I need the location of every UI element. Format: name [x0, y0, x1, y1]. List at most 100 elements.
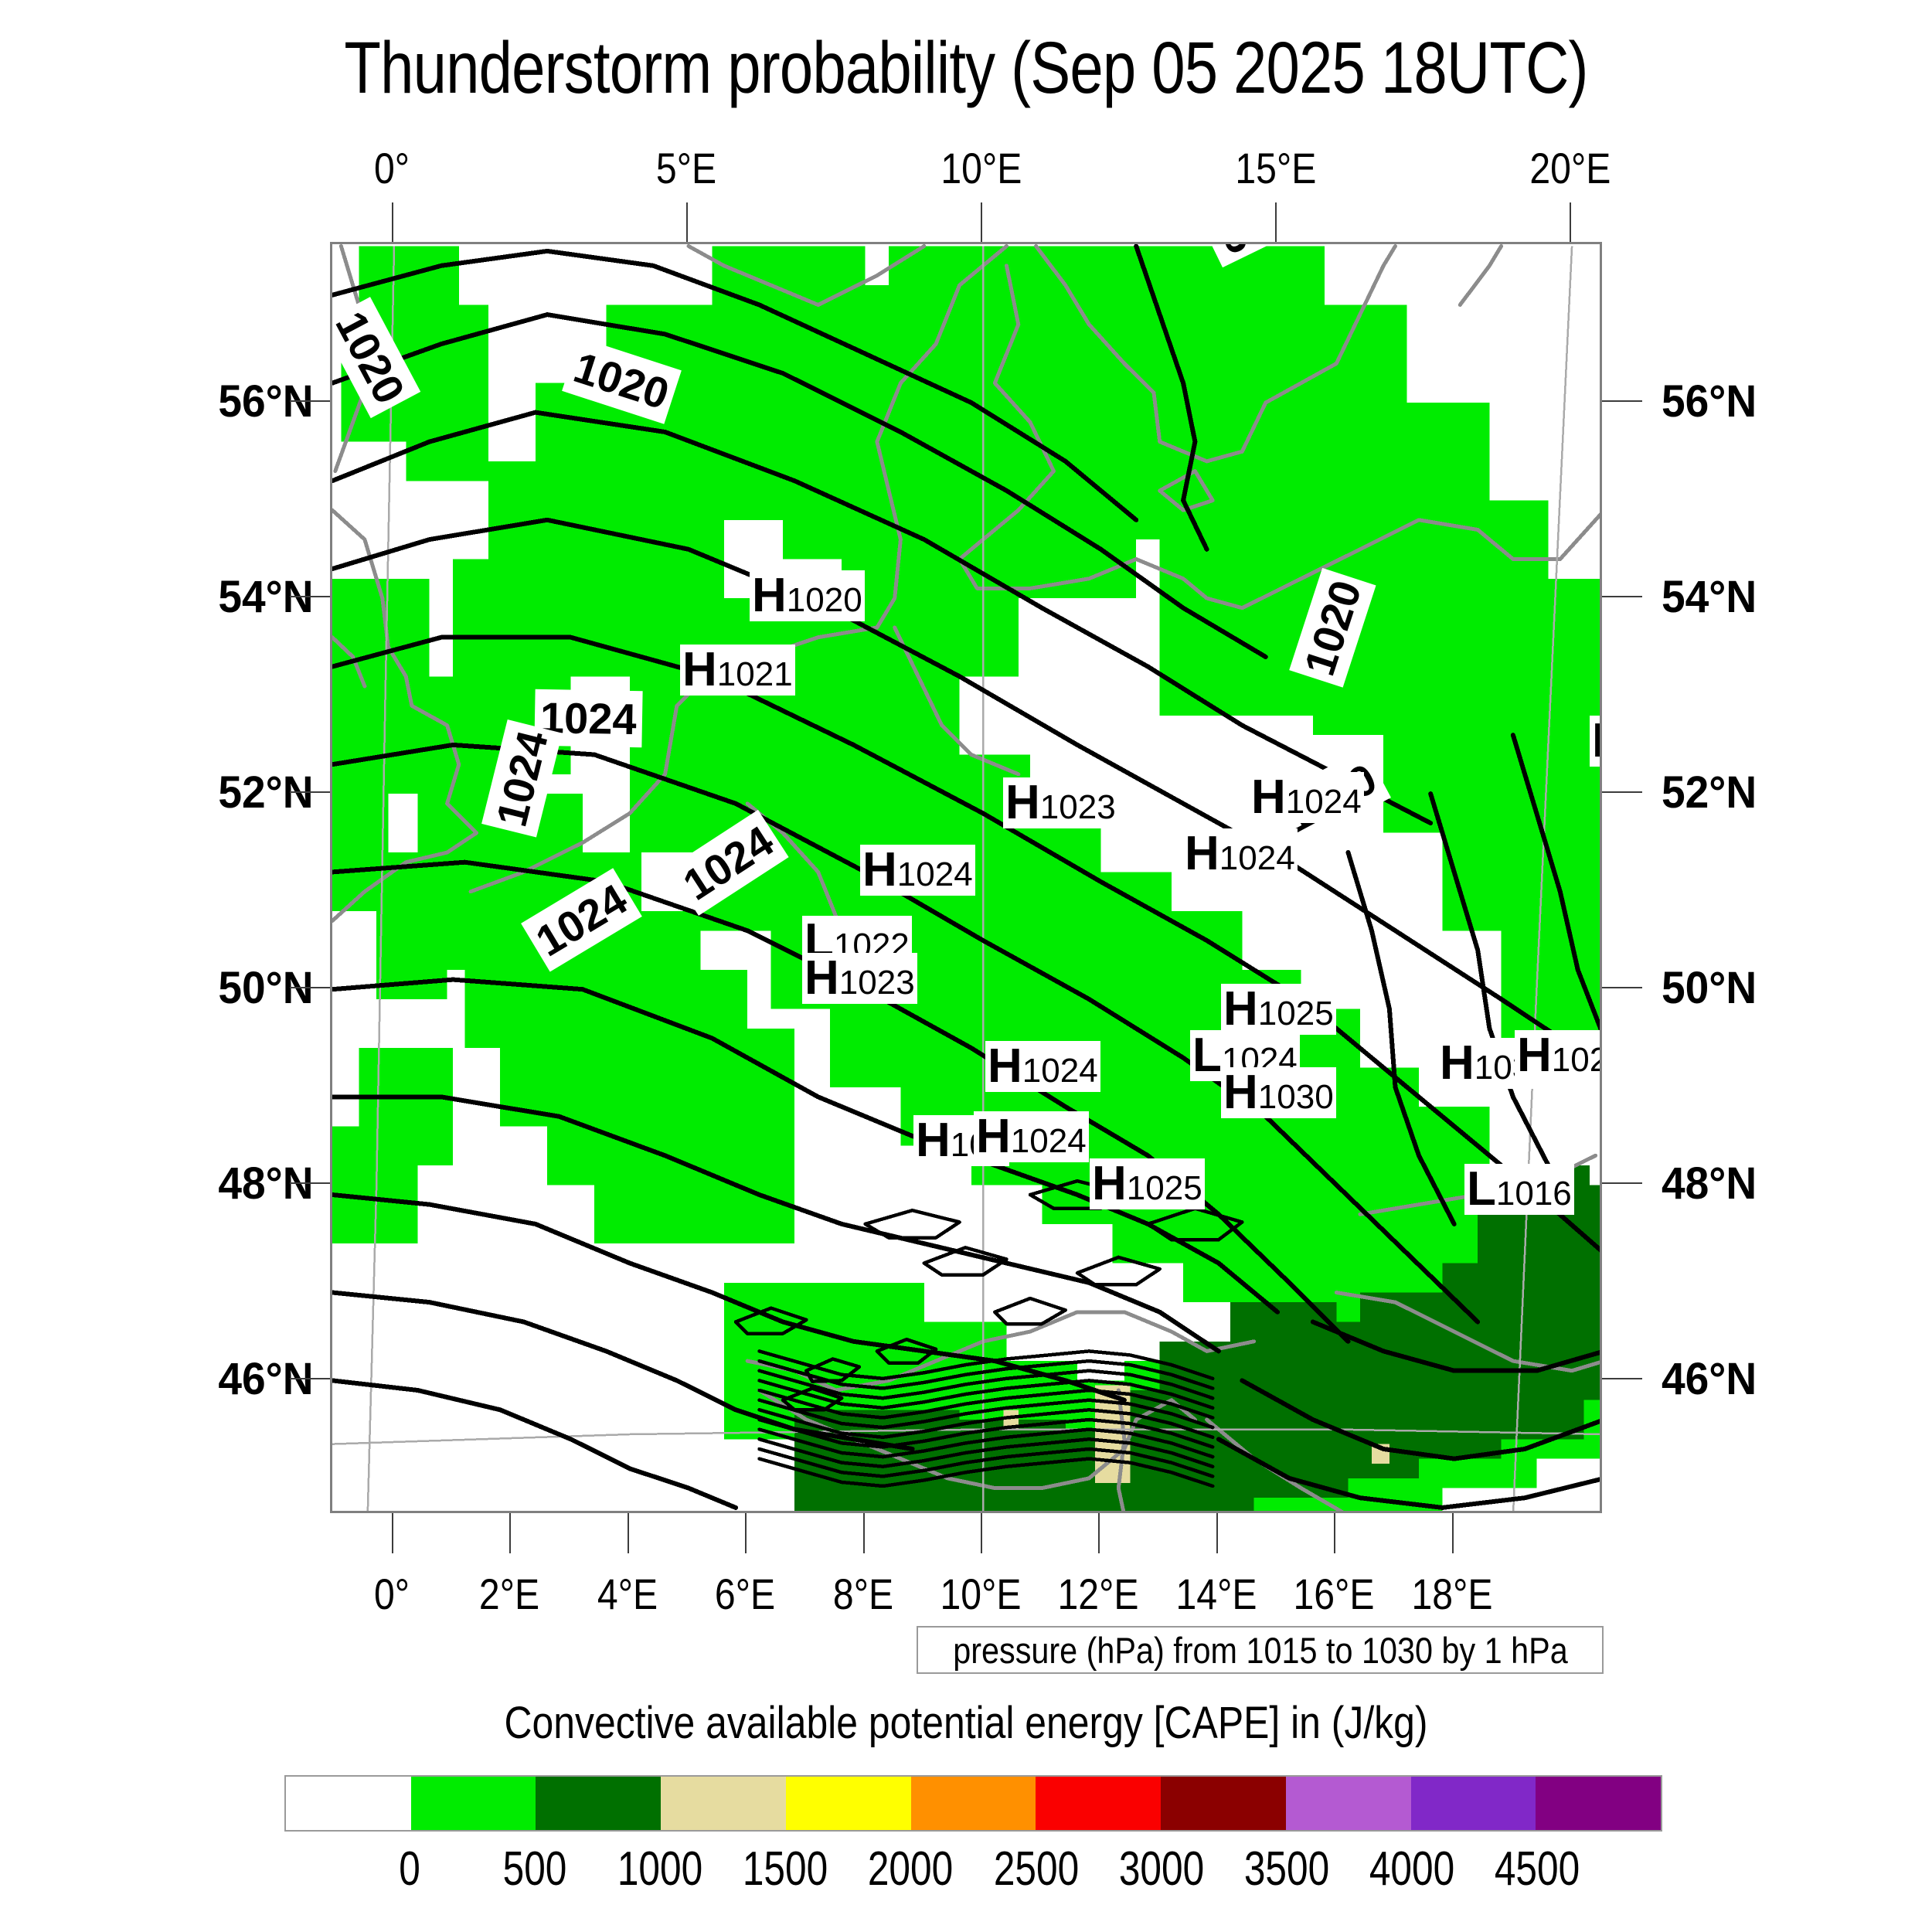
top-tick-2 — [981, 202, 983, 243]
pressure-center-h-12: H1024 — [985, 1041, 1100, 1092]
grat-path-2 — [1512, 246, 1573, 1511]
pressure-center-h-10: H1023 — [802, 953, 917, 1004]
isobThin-path-0 — [757, 1349, 1215, 1381]
pressure-center-h-18: H1024 — [974, 1111, 1089, 1162]
colorbar-swatch-3 — [661, 1777, 786, 1830]
top-tick-1 — [686, 202, 689, 243]
right-lat-label-3: 50°N — [1662, 963, 1757, 1014]
coast-path-5 — [686, 244, 927, 307]
bottom-lon-label-8: 16°E — [1293, 1570, 1375, 1618]
pressure-legend-box: pressure (hPa) from 1015 to 1030 by 1 hP… — [917, 1626, 1604, 1674]
colorbar-swatch-1 — [410, 1777, 536, 1830]
coast-path-15 — [1334, 1291, 1600, 1373]
colorbar-swatch-0 — [286, 1777, 411, 1830]
colorbar-tick-2000: 2000 — [868, 1842, 954, 1896]
isobThin-path-12 — [804, 1357, 862, 1383]
left-tick-1 — [290, 596, 330, 598]
isobThin-path-9 — [757, 1437, 1215, 1468]
top-lon-label-1: 5°E — [655, 144, 717, 192]
bottom-tick-9 — [1451, 1513, 1454, 1553]
coast-path-10 — [1116, 1388, 1127, 1511]
isob-path-9 — [332, 1094, 1221, 1354]
isob-path-1 — [332, 248, 1139, 522]
left-tick-0 — [290, 400, 330, 402]
right-lat-label-4: 48°N — [1662, 1158, 1757, 1209]
isob-path-16 — [1240, 1378, 1600, 1461]
top-lon-label-0: 0° — [373, 144, 410, 192]
top-lon-label-4: 20°E — [1529, 144, 1611, 192]
bottom-lon-label-5: 10°E — [940, 1570, 1022, 1618]
bottom-lon-label-3: 6°E — [715, 1570, 776, 1618]
isobThin-path-2 — [757, 1369, 1215, 1400]
colorbar-tick-3500: 3500 — [1243, 1842, 1329, 1896]
cape-heatmap — [332, 244, 1600, 1511]
coast-path-12 — [893, 625, 1021, 777]
coast-path-8 — [745, 1310, 1257, 1393]
isobThin-path-8 — [757, 1427, 1215, 1459]
pressure-legend-text: pressure (hPa) from 1015 to 1030 by 1 hP… — [952, 1629, 1568, 1671]
bottom-tick-1 — [509, 1513, 512, 1553]
isobThin-path-11 — [757, 1457, 1215, 1488]
bottom-tick-5 — [981, 1513, 983, 1553]
bottom-lon-label-6: 12°E — [1057, 1570, 1139, 1618]
colorbar-tick-1500: 1500 — [743, 1842, 828, 1896]
isobThin-path-20 — [1146, 1206, 1244, 1242]
right-lat-label-2: 52°N — [1662, 767, 1757, 818]
right-lat-label-5: 46°N — [1662, 1354, 1757, 1405]
colorbar-swatch-7 — [1161, 1777, 1286, 1830]
isobThin-path-5 — [757, 1398, 1215, 1430]
pressure-center-h-2: H1023 — [1003, 777, 1118, 828]
isob-path-11 — [332, 1290, 915, 1451]
coast-path-2 — [468, 244, 1009, 894]
isobThin-path-6 — [757, 1408, 1215, 1440]
page-title: Thunderstorm probability (Sep 05 2025 18… — [344, 27, 1588, 109]
colorbar-tick-2500: 2500 — [993, 1842, 1079, 1896]
bottom-tick-2 — [627, 1513, 629, 1553]
isob-path-5 — [332, 634, 1600, 1253]
top-lon-label-2: 10°E — [940, 144, 1022, 192]
isobThin-path-18 — [863, 1208, 961, 1240]
bottom-lon-label-1: 2°E — [479, 1570, 540, 1618]
capeG-block-38 — [594, 1028, 795, 1244]
pressure-center-h-1: H1021 — [680, 645, 795, 696]
isob-path-15 — [1510, 733, 1600, 1033]
isob-path-17 — [1216, 1437, 1600, 1510]
colorbar-tick-4500: 4500 — [1494, 1842, 1580, 1896]
colorbar-swatch-6 — [1036, 1777, 1162, 1830]
bottom-tick-6 — [1098, 1513, 1100, 1553]
coast-path-4 — [1034, 244, 1397, 464]
colorbar-swatch-5 — [910, 1777, 1036, 1830]
colorbar-tick-1000: 1000 — [617, 1842, 703, 1896]
isob-path-12 — [332, 1378, 738, 1510]
coast-path-7 — [1458, 244, 1504, 307]
top-tick-0 — [392, 202, 393, 243]
pressure-center-h-7: H1024 — [860, 845, 975, 896]
map-panel: 1016 1020 1020 1020 1024 1024 1020 1024 … — [330, 242, 1602, 1513]
pressure-center-h-19: H1025 — [1090, 1158, 1205, 1209]
isobThin-path-13 — [875, 1337, 938, 1365]
pressure-center-h-3: H1024 — [1249, 772, 1364, 823]
colorbar-tick-4000: 4000 — [1369, 1842, 1454, 1896]
right-tick-4 — [1602, 1182, 1642, 1185]
pressure-center-h-0: H1020 — [750, 570, 865, 621]
left-tick-2 — [290, 791, 330, 794]
colorbar-swatch-2 — [536, 1777, 662, 1830]
pressure-center-h-11: H1025 — [1221, 984, 1336, 1035]
left-tick-5 — [290, 1378, 330, 1380]
bottom-lon-label-9: 18°E — [1411, 1570, 1493, 1618]
pressure-center-l-20: L1016 — [1464, 1164, 1574, 1215]
bottom-lon-label-0: 0° — [373, 1570, 410, 1618]
top-tick-4 — [1570, 202, 1572, 243]
isob-path-8 — [332, 977, 1281, 1315]
colorbar-swatch-10 — [1536, 1777, 1662, 1830]
isob-path-0 — [1134, 244, 1209, 552]
colorbar-caption: Convective available potential energy [C… — [504, 1698, 1428, 1748]
bottom-tick-8 — [1334, 1513, 1336, 1553]
capeDG-block-10 — [1230, 1302, 1337, 1390]
isobThin-path-14 — [993, 1296, 1067, 1326]
capeG-block-51 — [359, 1048, 454, 1165]
isob-path-14 — [1428, 791, 1551, 1168]
isob-path-7 — [332, 859, 1351, 1344]
capeK-block-1 — [1003, 1410, 1019, 1430]
isobThin-path-17 — [781, 1386, 844, 1412]
